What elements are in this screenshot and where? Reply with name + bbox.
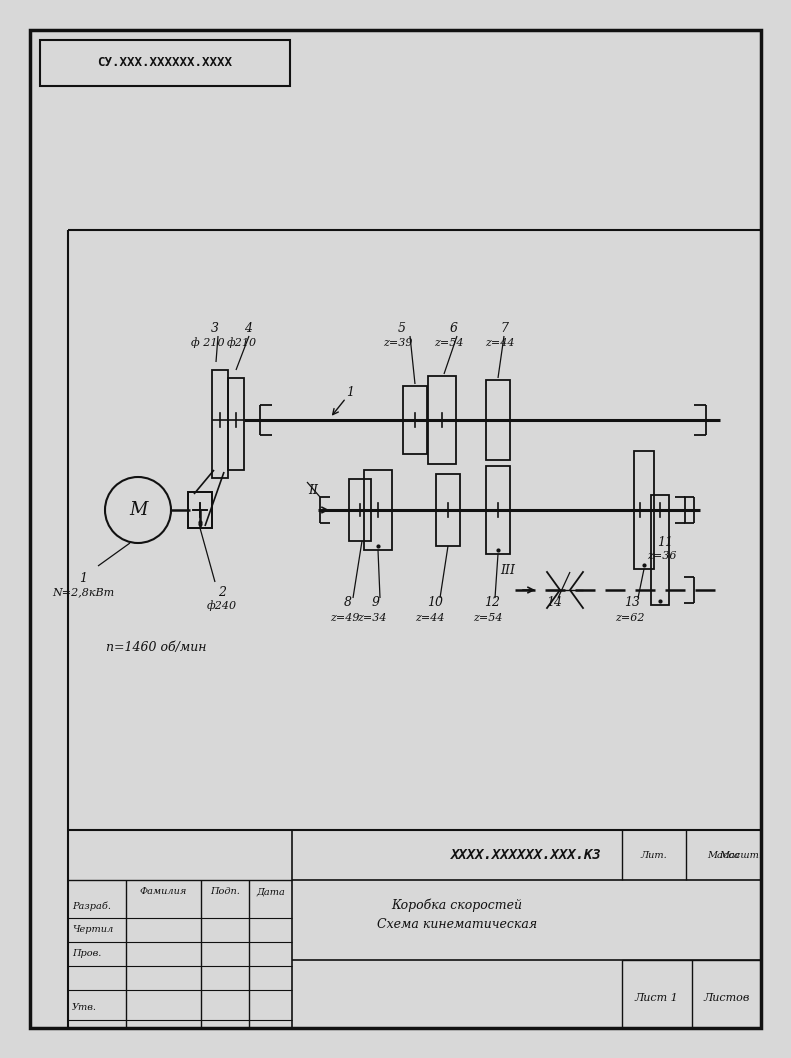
Text: Лит.: Лит.	[641, 851, 668, 859]
Text: 9: 9	[372, 597, 380, 609]
Text: Фамилия: Фамилия	[140, 888, 187, 896]
Text: 4: 4	[244, 322, 252, 334]
Text: z=54: z=54	[434, 338, 464, 348]
Text: ф240: ф240	[207, 601, 237, 612]
Text: 5: 5	[398, 322, 406, 334]
Text: z=39: z=39	[384, 338, 413, 348]
Text: 6: 6	[450, 322, 458, 334]
Bar	[634, 451, 654, 569]
Text: 7: 7	[500, 322, 508, 334]
Text: z=34: z=34	[358, 613, 387, 623]
Text: Листов: Листов	[703, 993, 749, 1003]
Text: III: III	[501, 564, 516, 577]
Bar	[212, 370, 228, 478]
Text: Подп.: Подп.	[210, 888, 240, 896]
Bar	[486, 380, 510, 460]
Bar	[349, 479, 371, 541]
Text: 11: 11	[657, 535, 673, 548]
Bar	[486, 466, 510, 554]
Text: Схема кинематическая: Схема кинематическая	[377, 918, 537, 931]
Text: N=2,8кВт: N=2,8кВт	[52, 587, 114, 597]
Bar	[651, 495, 669, 605]
Text: z=36: z=36	[647, 551, 677, 561]
Text: М: М	[129, 501, 147, 519]
Text: Масшт.: Масшт.	[720, 851, 763, 859]
Text: 12: 12	[484, 597, 500, 609]
Bar	[428, 376, 456, 464]
Bar	[364, 470, 392, 550]
Text: II: II	[308, 484, 318, 496]
Text: 2: 2	[218, 586, 226, 600]
Text: 14: 14	[546, 597, 562, 609]
Text: Разраб.: Разраб.	[72, 901, 111, 911]
Bar	[40, 40, 290, 86]
Text: z=44: z=44	[485, 338, 515, 348]
Text: ф 210: ф 210	[191, 338, 225, 348]
Text: п=1460 об/мин: п=1460 об/мин	[106, 641, 206, 655]
Text: СУ.ХХХ.ХХХХХХ.ХХХХ: СУ.ХХХ.ХХХХХХ.ХХХХ	[97, 56, 233, 70]
Text: z=62: z=62	[615, 613, 645, 623]
Bar	[228, 378, 244, 470]
Text: Чертил: Чертил	[72, 926, 113, 934]
Text: Лист 1: Лист 1	[635, 993, 679, 1003]
Text: z=44: z=44	[415, 613, 445, 623]
Text: Дата: Дата	[256, 888, 285, 896]
Text: Утв.: Утв.	[72, 1003, 97, 1013]
Text: Масса: Масса	[707, 851, 740, 859]
Bar	[403, 386, 427, 454]
Text: Пров.: Пров.	[72, 949, 101, 959]
Text: z=54: z=54	[473, 613, 503, 623]
Bar	[188, 492, 212, 528]
Text: ф210: ф210	[227, 338, 257, 348]
Text: 13: 13	[624, 597, 640, 609]
Text: 1: 1	[346, 385, 354, 399]
Text: 8: 8	[344, 597, 352, 609]
Text: 10: 10	[427, 597, 443, 609]
Text: z=49: z=49	[331, 613, 360, 623]
Bar	[436, 474, 460, 546]
Text: Коробка скоростей: Коробка скоростей	[392, 898, 523, 912]
Text: 3: 3	[211, 322, 219, 334]
Text: ХХХХ.ХХХХХХ.ХХХ.КЗ: ХХХХ.ХХХХХХ.ХХХ.КЗ	[451, 849, 602, 862]
Bar	[188, 492, 212, 528]
Text: 1: 1	[79, 571, 87, 584]
